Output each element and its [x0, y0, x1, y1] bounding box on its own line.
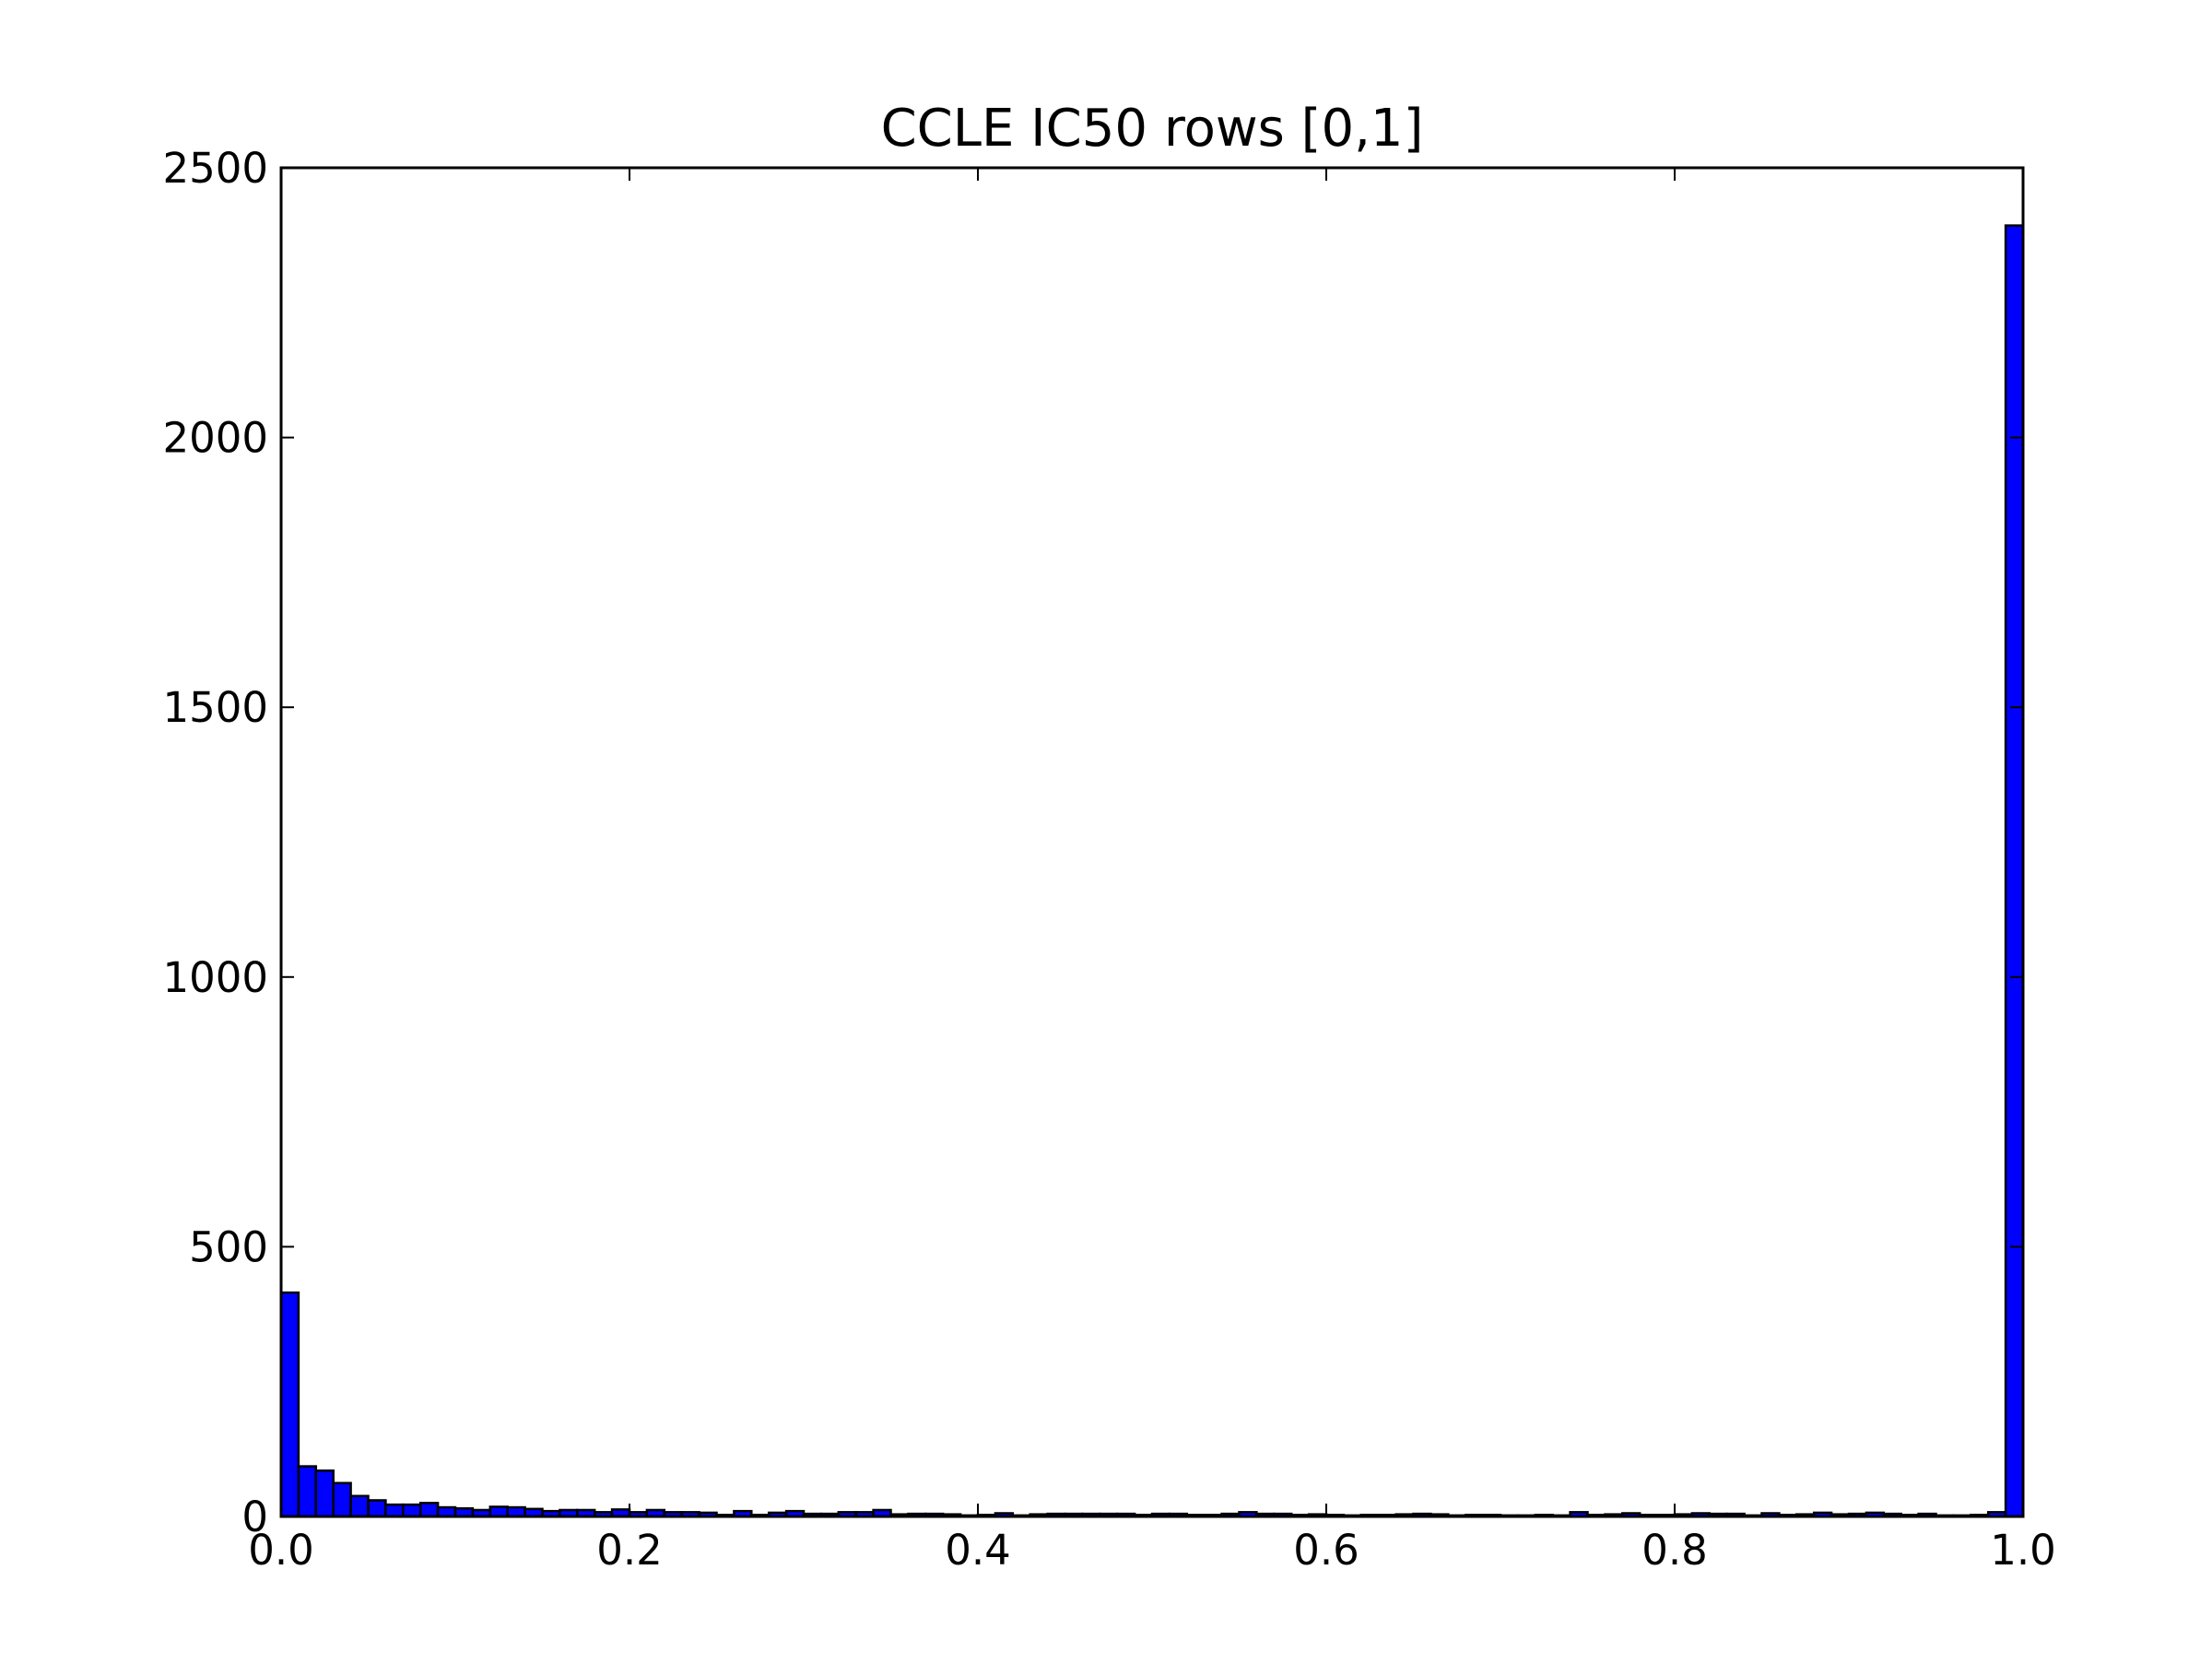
histogram-bar: [488, 1505, 509, 1518]
y-tick-label: 1000: [162, 953, 268, 1002]
x-tick-label: 1.0: [1990, 1526, 2056, 1575]
histogram-bar: [402, 1503, 422, 1518]
x-tick-label: 0.0: [248, 1526, 314, 1575]
histogram-bar: [349, 1494, 370, 1518]
x-tick-label: 0.6: [1293, 1526, 1359, 1575]
histogram-bar: [332, 1481, 352, 1518]
histogram-bar: [279, 1291, 300, 1518]
histogram-bar: [297, 1465, 318, 1518]
y-tick-label: 2500: [162, 144, 268, 193]
x-tick-label: 0.4: [945, 1526, 1011, 1575]
y-tick-label: 2000: [162, 414, 268, 463]
y-tick-label: 0: [241, 1493, 268, 1541]
x-tick-label: 0.2: [596, 1526, 663, 1575]
histogram-bar: [418, 1502, 440, 1518]
x-tick-label: 0.8: [1641, 1526, 1708, 1575]
chart-title: CCLE IC50 rows [0,1]: [881, 99, 1424, 159]
histogram-bar: [314, 1469, 335, 1518]
ticks-group: 0.0 0.2 0.4 0.6 0.8 1.0 0 500 1000 1500 2000 2500: [162, 144, 2055, 1575]
histogram-bar: [367, 1499, 387, 1518]
plot-frame: [279, 166, 2025, 1518]
y-tick-label: 500: [189, 1222, 268, 1271]
y-tick-label: 1500: [162, 683, 268, 732]
histogram-bar: [384, 1503, 405, 1518]
histogram-bar: [2004, 224, 2025, 1518]
